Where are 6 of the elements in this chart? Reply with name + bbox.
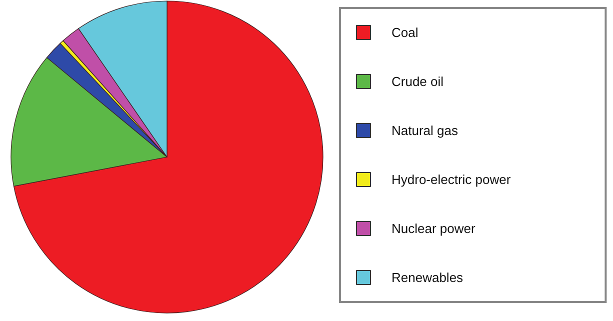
legend-label: Nuclear power — [392, 221, 476, 236]
legend-label: Natural gas — [392, 123, 458, 138]
legend-label: Crude oil — [392, 74, 444, 89]
legend-label: Coal — [392, 25, 418, 40]
legend-label: Hydro-electric power — [392, 172, 512, 187]
legend-label: Renewables — [392, 270, 464, 285]
